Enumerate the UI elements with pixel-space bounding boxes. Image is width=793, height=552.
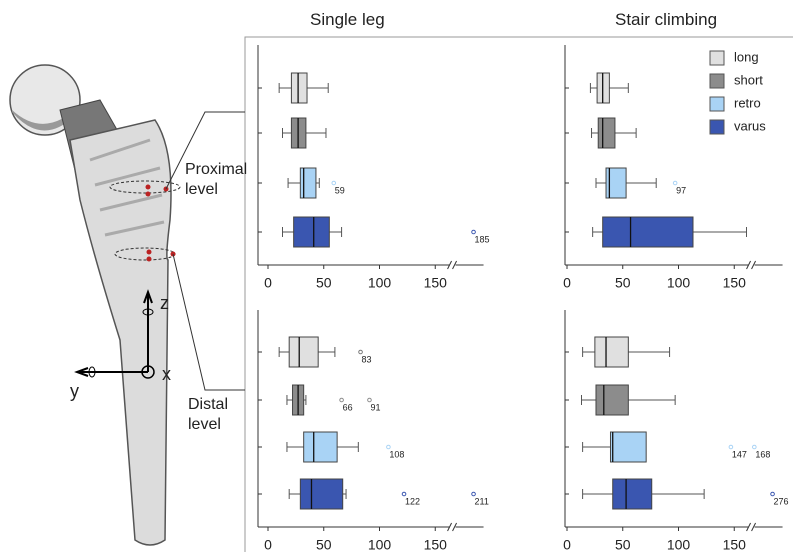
outlier-label: 211 xyxy=(475,496,489,506)
x-tick-label: 50 xyxy=(615,537,631,552)
panel-frame xyxy=(245,37,793,552)
legend-swatch xyxy=(710,97,724,111)
outlier xyxy=(387,445,391,449)
x-tick-label: 100 xyxy=(368,537,392,552)
outlier xyxy=(368,398,372,402)
axis-letter: y xyxy=(70,381,79,401)
outlier xyxy=(771,492,775,496)
level-label: Distal level xyxy=(188,395,243,435)
outlier xyxy=(472,492,476,496)
x-tick-label: 150 xyxy=(424,275,448,291)
outlier-label: 168 xyxy=(755,449,770,459)
outlier-label: 59 xyxy=(335,185,345,195)
x-tick-label: 150 xyxy=(723,275,747,291)
outlier-label: 108 xyxy=(389,449,404,459)
outlier xyxy=(472,230,476,234)
x-tick-label: 100 xyxy=(368,275,392,291)
outlier xyxy=(729,445,733,449)
legend-swatch xyxy=(710,51,724,65)
outlier-label: 147 xyxy=(732,449,747,459)
x-tick-label: 100 xyxy=(667,537,691,552)
outlier-label: 122 xyxy=(405,496,420,506)
outlier xyxy=(673,181,677,185)
axis-letter: z xyxy=(160,293,169,313)
x-tick-label: 0 xyxy=(264,537,272,552)
outlier xyxy=(332,181,336,185)
legend-swatch xyxy=(710,120,724,134)
legend-swatch xyxy=(710,74,724,88)
box xyxy=(613,479,652,509)
outlier-label: 66 xyxy=(343,402,353,412)
outlier xyxy=(340,398,344,402)
figure: 0 50 100 150 Single leg 59 185 0 50 100 150 Stair c… xyxy=(0,0,793,552)
box xyxy=(289,337,318,367)
outlier xyxy=(359,350,363,354)
outlier-label: 185 xyxy=(475,234,490,244)
outlier-label: 83 xyxy=(362,354,372,364)
outlier xyxy=(753,445,757,449)
legend-label: long xyxy=(734,49,759,64)
x-tick-label: 50 xyxy=(615,275,631,291)
chart: 0 50 100 150 Single leg 59 185 0 50 100 150 Stair c… xyxy=(0,0,793,552)
box xyxy=(598,118,615,148)
x-tick-label: 150 xyxy=(424,537,448,552)
box xyxy=(294,217,330,247)
box xyxy=(596,385,628,415)
x-tick-label: 0 xyxy=(563,275,571,291)
box xyxy=(304,432,337,462)
x-tick-label: 50 xyxy=(316,537,332,552)
x-tick-label: 0 xyxy=(563,537,571,552)
outlier-label: 276 xyxy=(774,496,789,506)
column-title: Single leg xyxy=(310,10,385,30)
box xyxy=(610,432,646,462)
legend-label: short xyxy=(734,72,763,87)
box xyxy=(603,217,693,247)
x-tick-label: 100 xyxy=(667,275,691,291)
axis-letter: x xyxy=(162,364,171,384)
x-tick-label: 50 xyxy=(316,275,332,291)
column-title: Stair climbing xyxy=(615,10,717,30)
box xyxy=(291,73,307,103)
legend-label: retro xyxy=(734,95,761,110)
implant xyxy=(10,65,245,545)
outlier-label: 91 xyxy=(370,402,380,412)
x-tick-label: 150 xyxy=(723,537,747,552)
outlier-label: 97 xyxy=(676,185,686,195)
outlier xyxy=(402,492,406,496)
box xyxy=(300,168,316,198)
x-tick-label: 0 xyxy=(264,275,272,291)
legend-label: varus xyxy=(734,118,766,133)
box xyxy=(595,337,628,367)
box xyxy=(300,479,342,509)
level-label: Proximal level xyxy=(185,160,245,200)
